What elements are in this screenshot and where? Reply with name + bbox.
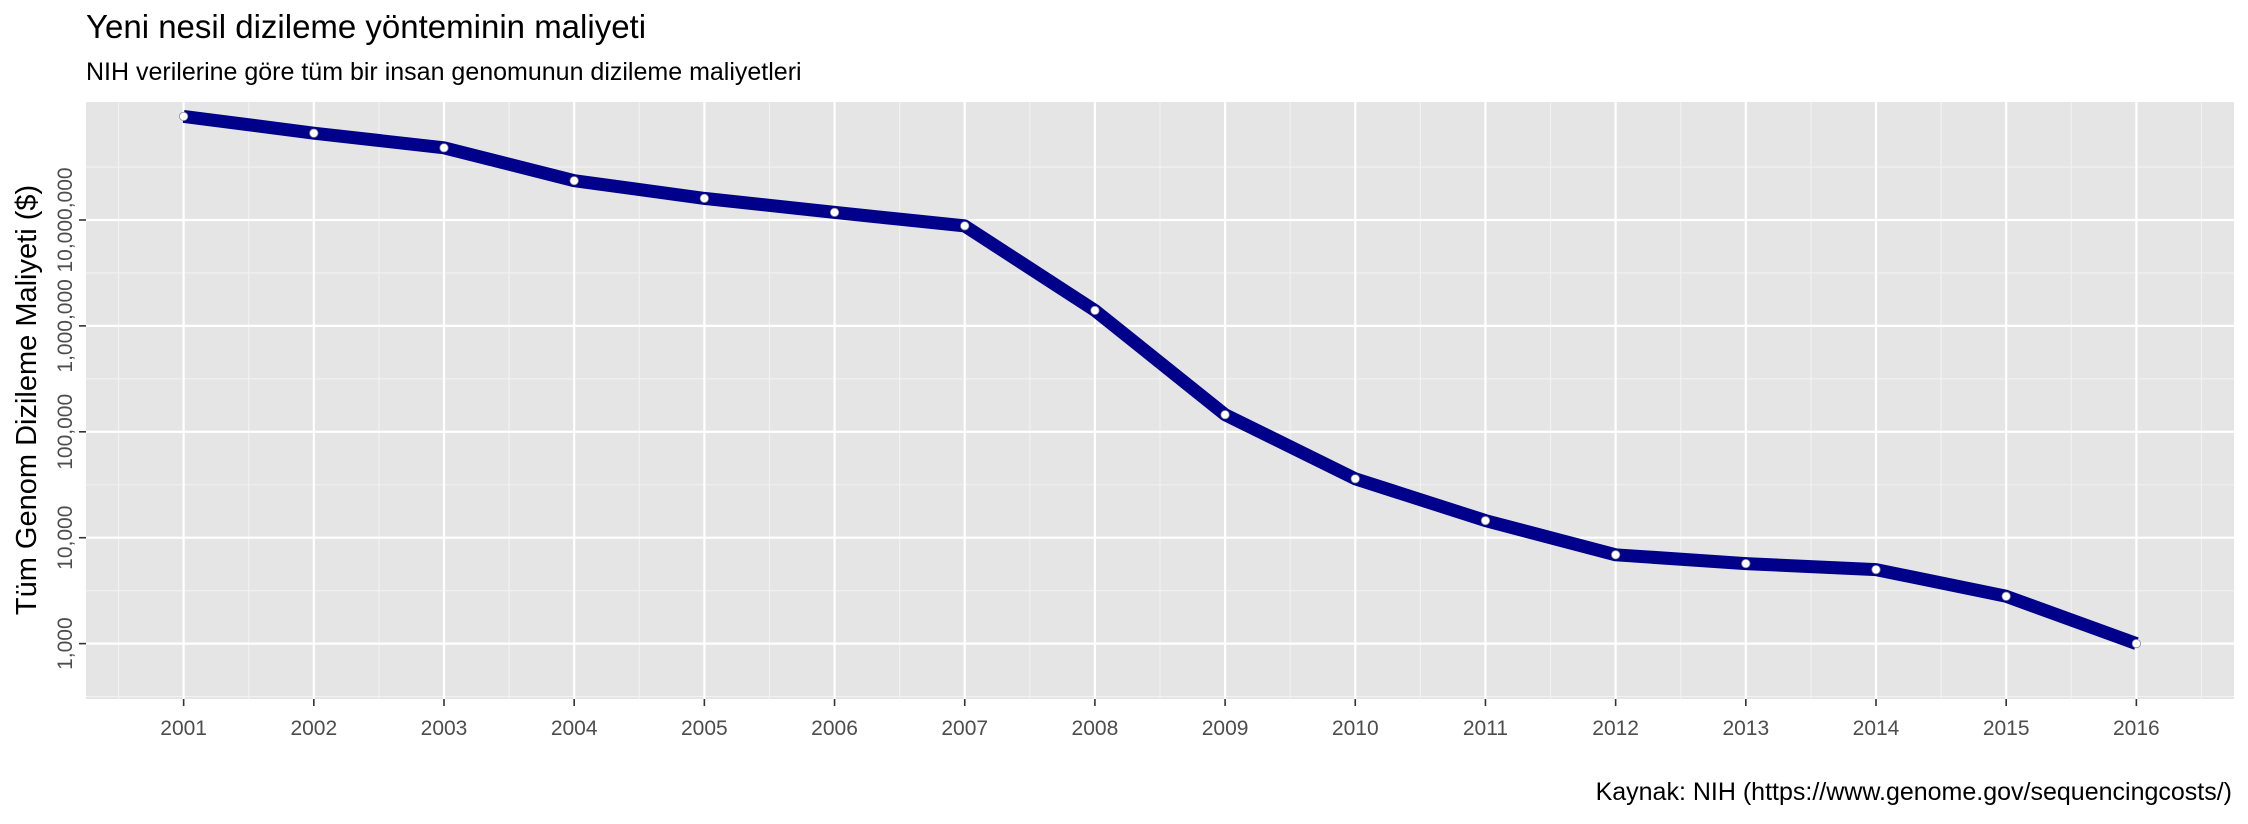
data-point xyxy=(960,221,970,231)
x-tick-label: 2009 xyxy=(1202,717,1249,740)
x-tick-label: 2006 xyxy=(811,717,858,740)
data-point xyxy=(2131,639,2141,649)
chart-caption: Kaynak: NIH (https://www.genome.gov/sequ… xyxy=(1595,778,2232,806)
x-tick-label: 2004 xyxy=(551,717,598,740)
data-point xyxy=(309,128,319,138)
x-tick-label: 2016 xyxy=(2113,717,2160,740)
y-tick-label: 1,000,000 xyxy=(54,279,77,372)
tick-labels: 2001 2002 2003 2004 2005 2006 2007 2008 2009 2010… xyxy=(54,167,2160,740)
y-tick-label: 100,000 xyxy=(54,394,77,470)
data-point xyxy=(829,207,840,217)
x-tick-label: 2015 xyxy=(1983,717,2030,740)
chart-subtitle: NIH verilerine göre tüm bir insan genomu… xyxy=(86,58,802,86)
y-tick-label: 1,000 xyxy=(54,617,77,670)
x-tick-label: 2011 xyxy=(1463,717,1508,740)
data-point xyxy=(569,176,579,186)
data-point xyxy=(1871,564,1881,575)
data-point xyxy=(1480,516,1491,526)
chart-title: Yeni nesil dizileme yönteminin maliyeti xyxy=(86,8,647,45)
data-point xyxy=(1611,550,1621,560)
data-point xyxy=(2001,591,2011,601)
data-point xyxy=(699,193,709,203)
x-tick-label: 2012 xyxy=(1592,717,1639,740)
data-point xyxy=(1220,410,1230,420)
x-tick-label: 2014 xyxy=(1853,717,1900,740)
series-line xyxy=(182,109,2139,650)
y-axis-label: Tüm Genom Dizileme Maliyeti ($) xyxy=(11,185,43,615)
y-tick-label: 10,000,000 xyxy=(54,167,77,272)
axis-ticks xyxy=(79,219,2138,706)
x-tick-label: 2001 xyxy=(160,717,207,740)
x-tick-label: 2013 xyxy=(1722,717,1769,740)
data-point xyxy=(179,111,189,122)
data-point xyxy=(1741,558,1751,569)
x-tick-label: 2003 xyxy=(421,717,468,740)
data-point xyxy=(1090,305,1100,316)
x-tick-label: 2010 xyxy=(1332,717,1379,740)
data-point xyxy=(1350,474,1360,484)
x-tick-label: 2002 xyxy=(290,717,337,740)
y-tick-label: 10,000 xyxy=(54,506,77,570)
x-tick-label: 2005 xyxy=(681,717,728,740)
data-point xyxy=(439,143,449,153)
x-tick-label: 2007 xyxy=(941,717,988,740)
series-layer xyxy=(179,109,2141,650)
x-tick-label: 2008 xyxy=(1072,717,1119,740)
